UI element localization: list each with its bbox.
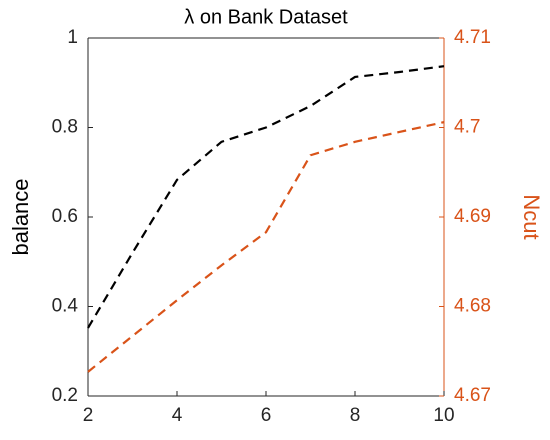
chart-title: λ on Bank Dataset xyxy=(184,6,348,28)
y2-axis-label: Ncut xyxy=(519,194,544,239)
y2-tick-label: 4.69 xyxy=(454,206,491,227)
y-tick-label: 0.2 xyxy=(52,385,78,406)
y-axis-label: balance xyxy=(8,178,33,255)
x-tick-label: 4 xyxy=(172,405,183,426)
x-tick-label: 10 xyxy=(433,405,454,426)
y-tick-label: 0.8 xyxy=(52,117,78,138)
x-tick-label: 6 xyxy=(261,405,272,426)
x-tick-label: 2 xyxy=(83,405,94,426)
y-tick-label: 0.4 xyxy=(52,296,79,317)
y-tick-label: 1 xyxy=(67,27,78,48)
y2-tick-label: 4.71 xyxy=(454,27,491,48)
x-tick-label: 8 xyxy=(350,405,361,426)
data-line xyxy=(87,65,445,329)
y-tick-label: 0.6 xyxy=(52,206,78,227)
y2-tick-label: 4.67 xyxy=(454,385,491,406)
y2-tick-label: 4.68 xyxy=(454,296,491,317)
data-line xyxy=(87,121,445,373)
y2-tick-label: 4.7 xyxy=(454,117,480,138)
